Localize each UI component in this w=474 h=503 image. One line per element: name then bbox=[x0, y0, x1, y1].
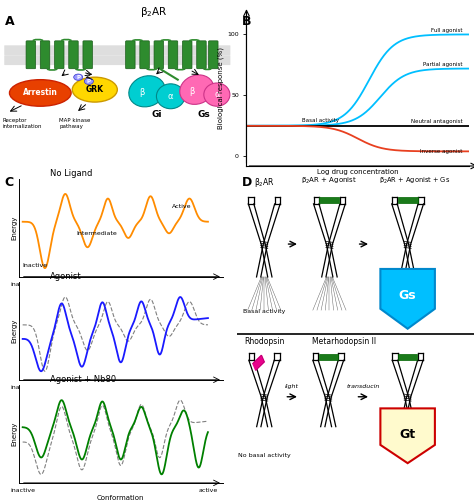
Ellipse shape bbox=[204, 83, 230, 106]
Ellipse shape bbox=[74, 74, 83, 80]
Text: Receptor
internalization: Receptor internalization bbox=[2, 118, 42, 129]
Text: D: D bbox=[242, 176, 252, 189]
Ellipse shape bbox=[9, 79, 71, 106]
FancyBboxPatch shape bbox=[319, 197, 339, 203]
Y-axis label: Energy: Energy bbox=[11, 422, 18, 446]
Text: P: P bbox=[76, 74, 80, 79]
Text: α: α bbox=[168, 92, 173, 101]
Text: β$_2$AR + Agonist + Gs: β$_2$AR + Agonist + Gs bbox=[379, 176, 450, 186]
Text: P: P bbox=[87, 79, 91, 84]
Text: Agonist: Agonist bbox=[49, 272, 81, 281]
Text: light: light bbox=[285, 384, 299, 389]
Text: C: C bbox=[5, 176, 14, 189]
Text: Full agonist: Full agonist bbox=[431, 28, 463, 33]
FancyBboxPatch shape bbox=[140, 41, 149, 69]
Text: β: β bbox=[189, 87, 195, 96]
FancyBboxPatch shape bbox=[398, 197, 418, 203]
Text: GRK: GRK bbox=[86, 85, 104, 94]
FancyBboxPatch shape bbox=[126, 41, 135, 69]
FancyBboxPatch shape bbox=[83, 41, 92, 69]
Text: Inverse agonist: Inverse agonist bbox=[420, 148, 463, 153]
Y-axis label: Energy: Energy bbox=[11, 318, 18, 343]
Text: transducin: transducin bbox=[346, 384, 380, 389]
Ellipse shape bbox=[156, 84, 185, 109]
FancyBboxPatch shape bbox=[398, 354, 417, 360]
Text: β$_2$AR + Agonist: β$_2$AR + Agonist bbox=[301, 176, 357, 186]
Text: Gs: Gs bbox=[399, 289, 417, 302]
Text: Basal activity: Basal activity bbox=[243, 309, 285, 314]
Text: α: α bbox=[214, 90, 219, 99]
Ellipse shape bbox=[72, 77, 118, 102]
FancyBboxPatch shape bbox=[168, 41, 178, 69]
FancyBboxPatch shape bbox=[26, 41, 36, 69]
Text: Agonist + Nb80: Agonist + Nb80 bbox=[49, 375, 116, 384]
FancyBboxPatch shape bbox=[40, 41, 50, 69]
Text: Conformation: Conformation bbox=[97, 288, 145, 294]
Polygon shape bbox=[380, 269, 435, 329]
Text: Partial agonist: Partial agonist bbox=[423, 62, 463, 67]
Text: β: β bbox=[139, 88, 145, 97]
Ellipse shape bbox=[84, 78, 93, 85]
Text: β$_2$AR: β$_2$AR bbox=[140, 5, 168, 19]
FancyBboxPatch shape bbox=[4, 45, 230, 55]
FancyBboxPatch shape bbox=[197, 41, 206, 69]
Text: Rhodopsin: Rhodopsin bbox=[244, 337, 284, 346]
Text: MAP kinase
pathway: MAP kinase pathway bbox=[59, 118, 91, 129]
Text: Conformation: Conformation bbox=[97, 391, 145, 397]
Text: Inactive: Inactive bbox=[23, 263, 48, 268]
Text: No Ligand: No Ligand bbox=[49, 169, 92, 178]
FancyBboxPatch shape bbox=[4, 55, 230, 65]
FancyBboxPatch shape bbox=[69, 41, 78, 69]
Text: Active: Active bbox=[172, 204, 192, 209]
Text: A: A bbox=[5, 15, 14, 28]
Text: Conformation: Conformation bbox=[97, 494, 145, 500]
Text: β$_2$AR: β$_2$AR bbox=[254, 176, 275, 189]
Text: Basal activity: Basal activity bbox=[302, 118, 339, 123]
Text: Intermediate: Intermediate bbox=[76, 231, 117, 236]
FancyBboxPatch shape bbox=[154, 41, 164, 69]
Text: Gi: Gi bbox=[151, 110, 162, 119]
Text: No basal activity: No basal activity bbox=[238, 453, 291, 458]
FancyBboxPatch shape bbox=[209, 41, 218, 69]
FancyBboxPatch shape bbox=[55, 41, 64, 69]
Text: Neutral antagonist: Neutral antagonist bbox=[411, 119, 463, 124]
Text: Metarhodopsin II: Metarhodopsin II bbox=[311, 337, 376, 346]
Ellipse shape bbox=[180, 75, 214, 105]
FancyBboxPatch shape bbox=[182, 41, 192, 69]
Text: Arrestin: Arrestin bbox=[23, 89, 58, 98]
X-axis label: Log drug concentration: Log drug concentration bbox=[317, 169, 399, 175]
Polygon shape bbox=[253, 355, 264, 370]
Ellipse shape bbox=[129, 76, 165, 107]
Y-axis label: Energy: Energy bbox=[11, 215, 18, 240]
Polygon shape bbox=[380, 408, 435, 463]
Text: B: B bbox=[242, 15, 251, 28]
Text: Gt: Gt bbox=[400, 429, 416, 442]
FancyBboxPatch shape bbox=[319, 354, 337, 360]
Text: Gs: Gs bbox=[198, 110, 210, 119]
Y-axis label: Biological response (%): Biological response (%) bbox=[218, 47, 224, 129]
